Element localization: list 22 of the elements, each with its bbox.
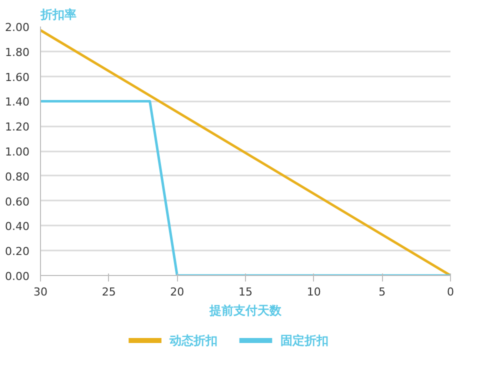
y-tick-label: 0.00 <box>5 270 30 283</box>
x-tick-label: 15 <box>238 286 252 298</box>
y-tick-label: 2.00 <box>5 21 30 34</box>
y-tick-label: 0.40 <box>5 220 30 234</box>
x-tick-label: 30 <box>34 286 48 298</box>
x-tick-label: 5 <box>378 286 386 298</box>
x-tick-label: 0 <box>447 286 454 298</box>
y-tick-label: 1.00 <box>5 146 30 158</box>
x-tick-label: 20 <box>170 286 184 298</box>
y-tick-label: 0.20 <box>5 245 30 258</box>
x-tick-label: 25 <box>102 286 116 298</box>
y-tick-label: 1.80 <box>5 46 30 59</box>
y-tick-label: 1.20 <box>5 120 30 134</box>
legend-label: 固定折扣 <box>280 334 328 348</box>
y-tick-label: 0.80 <box>5 170 30 184</box>
x-axis-title: 提前支付天数 <box>208 304 282 318</box>
y-axis-title: 折扣率 <box>40 8 76 22</box>
x-tick-label: 10 <box>306 286 321 298</box>
legend-label: 动态折扣 <box>168 334 218 348</box>
y-tick-label: 1.60 <box>5 70 30 84</box>
y-tick-label: 1.40 <box>5 96 30 109</box>
y-tick-label: 0.60 <box>5 195 30 208</box>
